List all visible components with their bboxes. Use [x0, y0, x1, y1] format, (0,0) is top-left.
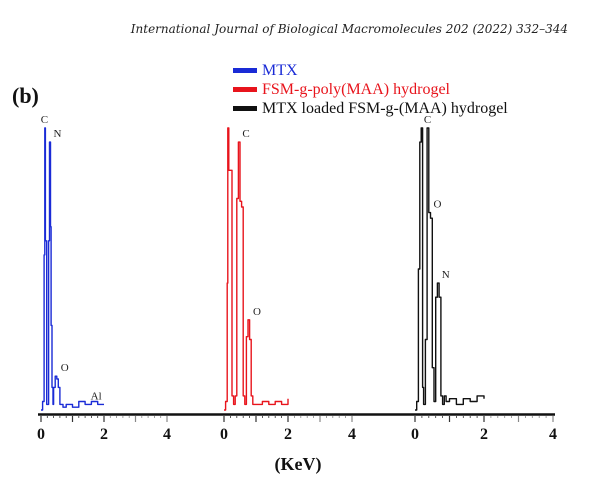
- legend-swatch-loaded: [233, 106, 257, 111]
- x-tick-label: 2: [284, 426, 292, 443]
- peak-label: C: [41, 114, 48, 126]
- x-tick-label: 0: [220, 426, 228, 443]
- peak-label: C: [424, 114, 431, 126]
- x-tick-label: 0: [411, 426, 419, 443]
- legend-swatch-mtx: [233, 68, 257, 73]
- peak-label: O: [61, 362, 69, 374]
- peak-label: N: [442, 269, 450, 281]
- series-line-2: [415, 127, 485, 411]
- x-tick-label: 2: [100, 426, 108, 443]
- peak-label: O: [433, 199, 441, 211]
- peak-label: Al: [91, 390, 102, 402]
- x-axis: 0 2 4 0 2 4 0 2 4: [37, 413, 557, 443]
- legend-label-loaded: MTX loaded FSM-g-(MAA) hydrogel: [262, 100, 508, 117]
- peak-label: O: [253, 306, 261, 318]
- peak-label: N: [54, 128, 62, 140]
- x-tick-label: 0: [37, 426, 45, 443]
- peak-label: C: [242, 128, 249, 140]
- series-line-1: [224, 127, 289, 411]
- x-axis-label: (KeV): [275, 454, 322, 475]
- x-tick-label: 4: [549, 426, 557, 443]
- series-line-0: [41, 127, 104, 411]
- legend-label-mtx: MTX: [262, 62, 298, 79]
- journal-citation: International Journal of Biological Macr…: [130, 22, 568, 36]
- x-tick-label: 2: [480, 426, 488, 443]
- legend-swatch-fsm: [233, 87, 257, 92]
- panel-label: (b): [12, 83, 39, 108]
- legend-label-fsm: FSM-g-poly(MAA) hydrogel: [262, 81, 451, 98]
- x-tick-label: 4: [348, 426, 356, 443]
- x-tick-label: 4: [163, 426, 171, 443]
- legend: MTX FSM-g-poly(MAA) hydrogel MTX loaded …: [233, 62, 508, 117]
